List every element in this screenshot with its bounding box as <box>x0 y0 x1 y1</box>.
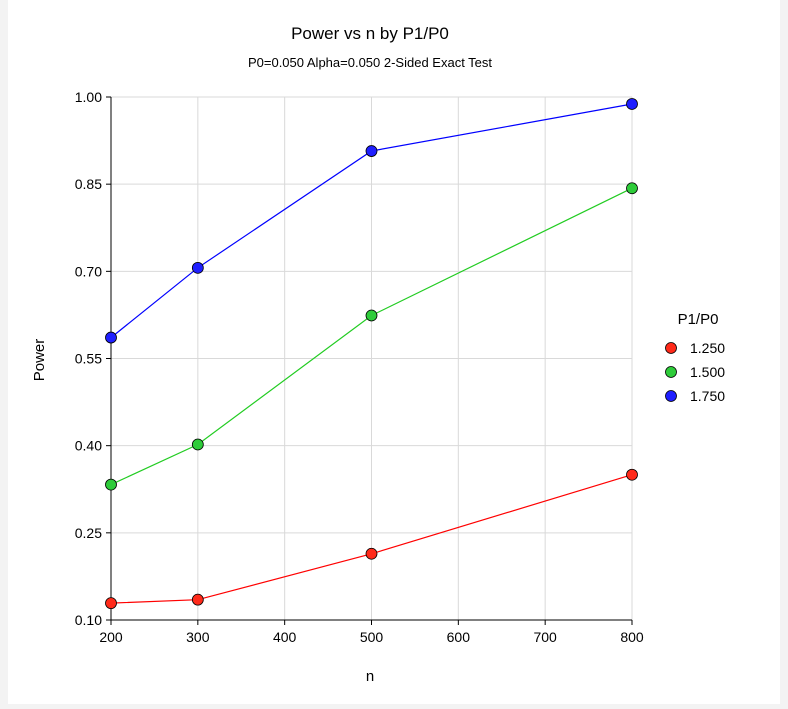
y-tick-label: 0.85 <box>75 176 102 192</box>
series-point <box>105 331 117 344</box>
legend-entry-label: 1.500 <box>690 364 725 380</box>
y-tick-label: 0.25 <box>75 525 102 541</box>
x-axis-label: n <box>366 668 374 685</box>
x-tick-label: 800 <box>620 629 644 645</box>
legend-entry-label: 1.250 <box>690 340 725 356</box>
series-line <box>110 187 633 486</box>
x-tick-label: 200 <box>99 629 123 645</box>
legend-marker <box>665 390 677 402</box>
x-tick-label: 600 <box>447 629 471 645</box>
series-point <box>626 98 638 110</box>
legend-marker <box>665 366 677 378</box>
y-tick-label: 0.70 <box>75 263 102 279</box>
x-tick-label: 400 <box>273 629 297 645</box>
series-point <box>191 593 204 606</box>
chart-subtitle: P0=0.050 Alpha=0.050 2-Sided Exact Test <box>248 55 492 70</box>
y-axis-ticks: 0.10 0.25 0.40 0.55 0.70 0.85 1.00 <box>75 89 111 628</box>
y-tick-label: 0.55 <box>75 351 102 367</box>
series-point <box>105 597 117 610</box>
chart-title: Power vs n by P1/P0 <box>291 24 449 43</box>
x-axis-ticks: 200 300 400 500 600 700 800 <box>99 620 644 645</box>
series-line <box>110 474 633 604</box>
legend-marker <box>665 342 677 354</box>
series-line <box>110 103 633 339</box>
series-point <box>365 309 378 322</box>
plot-area <box>105 98 638 610</box>
legend-title: P1/P0 <box>678 311 719 328</box>
chart-background <box>8 0 780 704</box>
y-tick-label: 1.00 <box>75 89 102 105</box>
y-tick-label: 0.10 <box>75 612 102 628</box>
series-point <box>365 145 378 157</box>
series-point <box>191 438 204 451</box>
legend-entry-label: 1.750 <box>690 388 725 404</box>
series-point <box>105 478 117 491</box>
x-tick-label: 300 <box>186 629 210 645</box>
x-tick-label: 500 <box>360 629 384 645</box>
x-tick-label: 700 <box>533 629 557 645</box>
legend: P1/P0 1.250 1.500 1.750 <box>665 311 725 404</box>
series-point <box>626 468 638 481</box>
series-point <box>365 547 378 560</box>
series-point <box>626 182 638 195</box>
y-tick-label: 0.40 <box>75 438 102 454</box>
y-axis-label: Power <box>31 339 48 382</box>
series-point <box>191 261 204 274</box>
